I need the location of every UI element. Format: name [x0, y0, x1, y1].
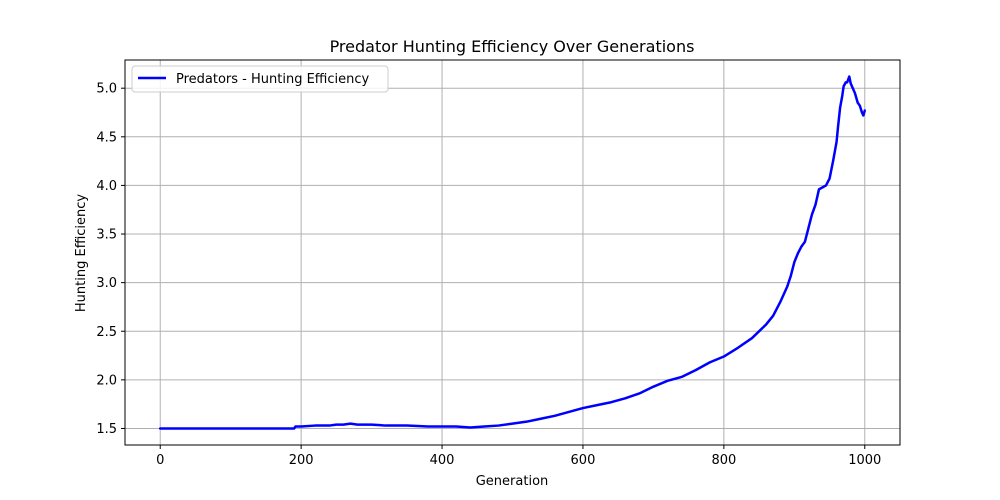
y-tick-label: 3.0 [96, 276, 117, 291]
x-tick-label: 1000 [848, 453, 881, 468]
y-tick-label: 4.5 [96, 130, 117, 145]
legend-box [131, 65, 389, 93]
y-tick-label: 2.5 [96, 325, 117, 340]
series-layer [158, 75, 867, 430]
x-tick-label: 600 [571, 453, 596, 468]
y-tick-label: 4.0 [96, 179, 117, 194]
legend-label: Predators - Hunting Efficiency [176, 72, 370, 87]
axis-ticks: 0 200 400 600 800 1000 1.5 2.0 2.5 3.0 3.5 4.0 4.5 5.… [96, 82, 881, 468]
grid [125, 60, 900, 445]
series-line-hunting-efficiency [158, 75, 867, 430]
x-tick-label: 0 [156, 453, 164, 468]
y-tick-label: 5.0 [96, 82, 117, 97]
y-tick-label: 1.5 [96, 422, 117, 437]
y-tick-label: 2.0 [96, 373, 117, 388]
x-axis-label: Generation [476, 474, 549, 489]
x-tick-label: 800 [711, 453, 736, 468]
legend: Predators - Hunting Efficiency [131, 65, 389, 93]
x-tick-label: 400 [430, 453, 455, 468]
y-tick-label: 3.5 [96, 228, 117, 243]
chart-title: Predator Hunting Efficiency Over Generat… [330, 37, 695, 56]
x-tick-label: 200 [289, 453, 314, 468]
y-axis-label: Hunting Efficiency [74, 194, 89, 313]
plot-frame [124, 59, 901, 446]
